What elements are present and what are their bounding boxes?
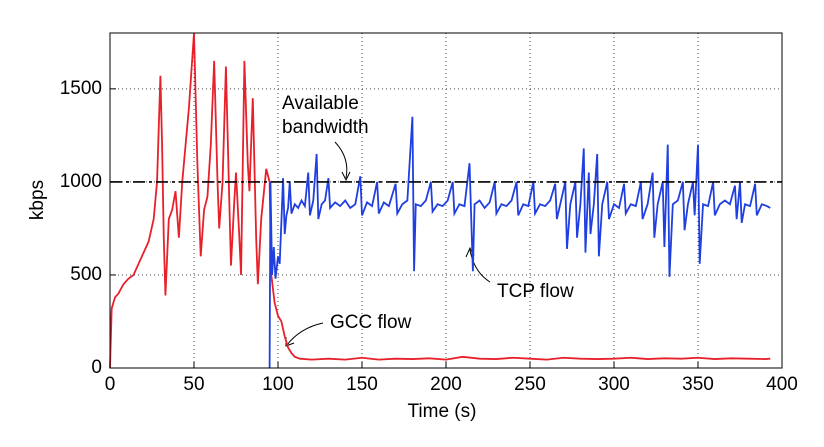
y-tick-label: 1500	[60, 78, 102, 99]
arrow	[286, 322, 324, 346]
arrow	[469, 249, 491, 283]
y-tick-label: 1000	[60, 171, 102, 192]
series-line	[109, 32, 771, 369]
x-tick-label: 350	[682, 374, 714, 395]
x-tick-label: 250	[514, 374, 546, 395]
x-tick-label: 150	[346, 374, 378, 395]
y-tick-label: 0	[91, 357, 102, 378]
y-tick-label: 500	[70, 264, 102, 285]
x-axis-label: Time (s)	[408, 401, 477, 422]
x-tick-label: 200	[430, 374, 462, 395]
x-tick-label: 0	[105, 374, 116, 395]
series-line	[268, 116, 771, 369]
annotation: Available	[282, 93, 359, 114]
arrow-head	[341, 171, 351, 182]
annotation: GCC flow	[330, 312, 412, 333]
x-tick-label: 400	[766, 374, 798, 395]
plot-frame	[109, 32, 783, 369]
annotation: TCP flow	[497, 281, 574, 302]
annotation: bandwidth	[282, 117, 369, 138]
x-tick-label: 50	[183, 374, 204, 395]
x-tick-label: 100	[262, 374, 294, 395]
x-tick-label: 300	[598, 374, 630, 395]
y-axis-label: kbps	[27, 180, 48, 220]
arrow	[334, 141, 348, 179]
